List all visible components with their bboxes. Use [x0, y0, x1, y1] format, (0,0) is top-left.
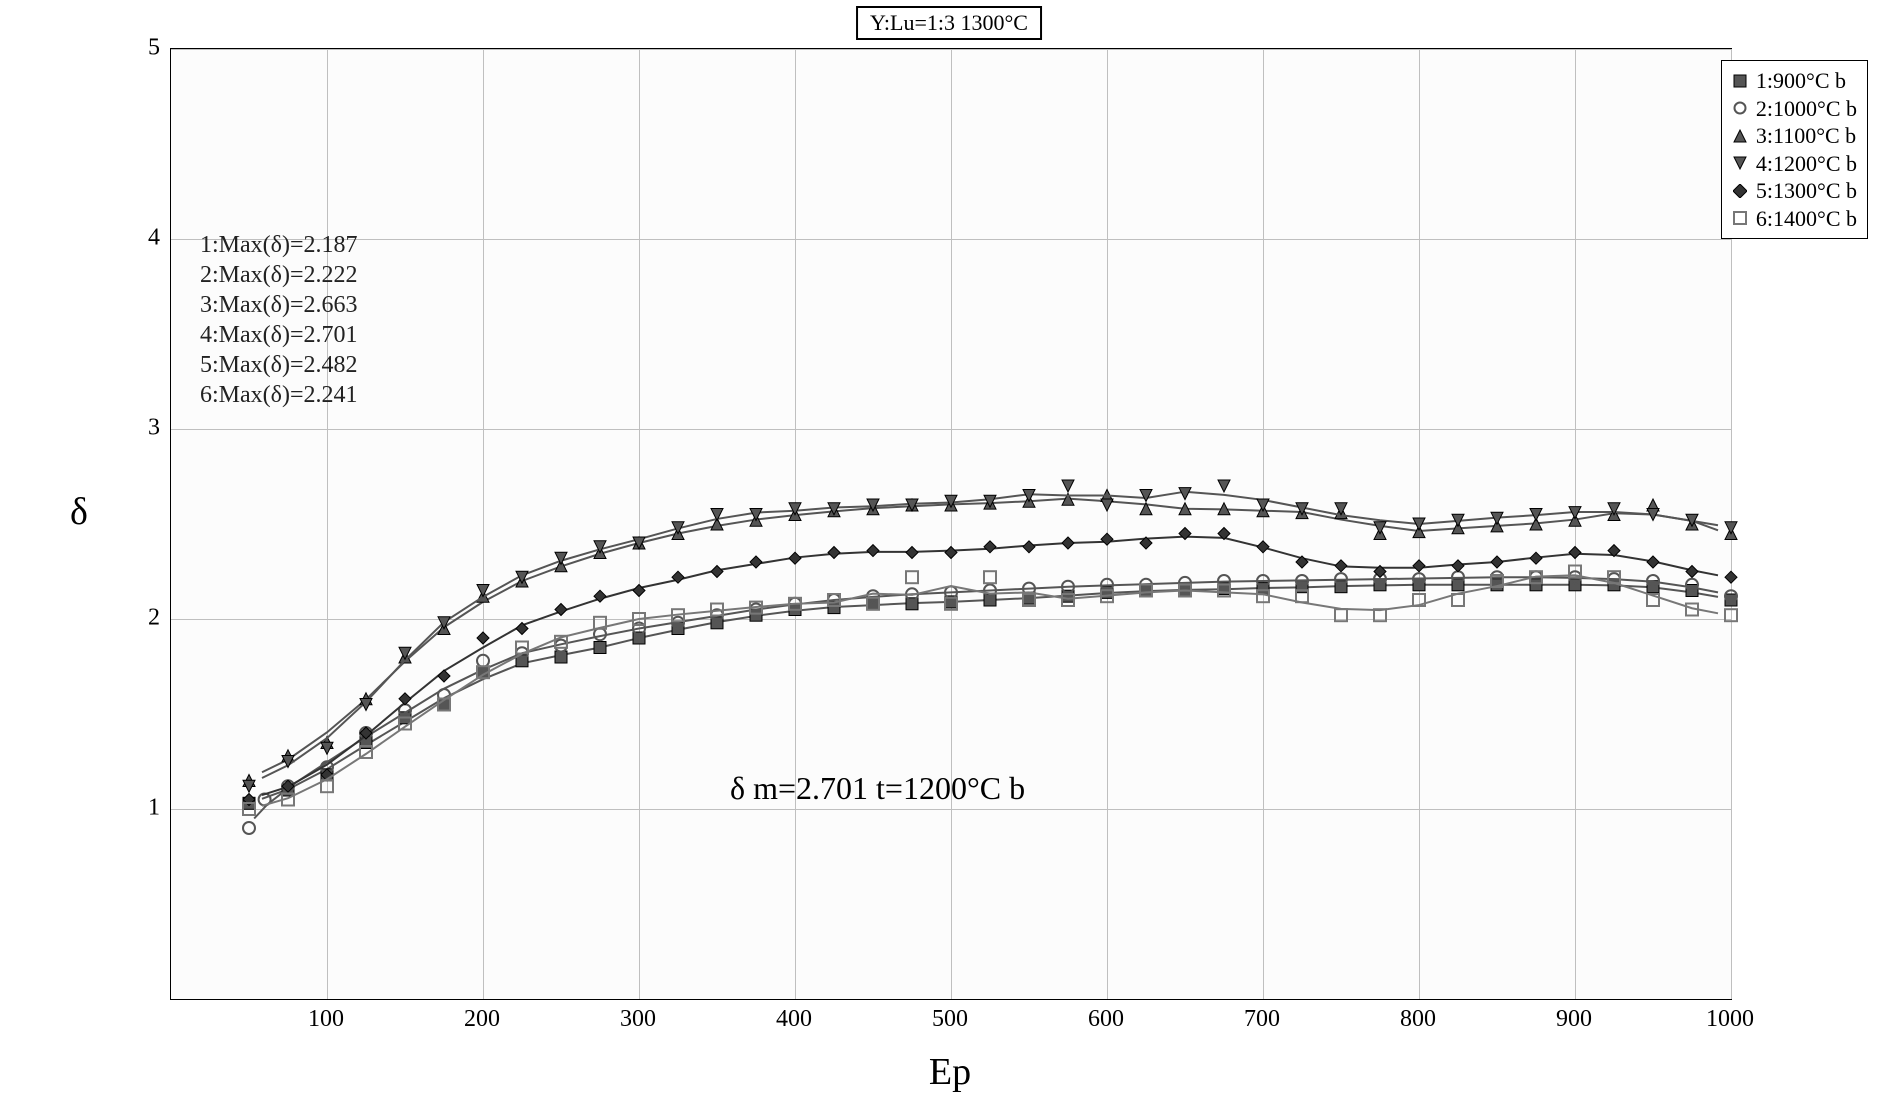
peak-annotation: δ m=2.701 t=1200°C b [730, 770, 1025, 807]
legend: 1:900°C b2:1000°C b3:1100°C b4:1200°C b5… [1721, 60, 1868, 239]
y-tick-label: 5 [110, 35, 160, 62]
data-point [1062, 537, 1074, 549]
legend-item: 1:900°C b [1732, 67, 1857, 95]
max-delta-line: 6:Max(δ)=2.241 [200, 380, 358, 410]
max-delta-line: 2:Max(δ)=2.222 [200, 260, 358, 290]
circle-open-icon [1732, 100, 1748, 116]
diamond-filled-icon [1732, 183, 1748, 199]
y-tick-label: 1 [110, 795, 160, 822]
x-tick-label: 300 [620, 1006, 656, 1033]
data-point [594, 642, 606, 654]
data-point [1257, 541, 1269, 553]
legend-label: 6:1400°C b [1756, 205, 1857, 233]
x-tick-label: 800 [1400, 1006, 1436, 1033]
data-point [1257, 499, 1269, 511]
data-point [594, 628, 606, 640]
data-point [1335, 609, 1347, 621]
series-line [262, 585, 1718, 799]
x-tick-label: 500 [932, 1006, 968, 1033]
data-point [984, 571, 996, 583]
data-point [438, 670, 450, 682]
max-delta-list: 1:Max(δ)=2.1872:Max(δ)=2.2223:Max(δ)=2.6… [200, 230, 358, 410]
square-filled-icon [1732, 73, 1748, 89]
legend-label: 3:1100°C b [1756, 122, 1856, 150]
x-tick-label: 200 [464, 1006, 500, 1033]
data-point [945, 547, 957, 559]
legend-item: 6:1400°C b [1732, 205, 1857, 233]
series-layer [171, 49, 1731, 999]
chart-container: Y:Lu=1:3 1300°C δ Ep 1:Max(δ)=2.1872:Max… [0, 0, 1898, 1110]
data-point [399, 693, 411, 705]
max-delta-line: 5:Max(δ)=2.482 [200, 350, 358, 380]
y-axis-label: δ [70, 490, 88, 534]
plot-area [170, 48, 1732, 1000]
data-point [789, 552, 801, 564]
data-point [1413, 560, 1425, 572]
data-point [1452, 560, 1464, 572]
chart-title-box: Y:Lu=1:3 1300°C [856, 6, 1042, 40]
data-point [1725, 571, 1737, 583]
data-point [1491, 556, 1503, 568]
data-point [789, 503, 801, 515]
data-point [711, 566, 723, 578]
data-point [1140, 490, 1152, 502]
x-tick-label: 600 [1088, 1006, 1124, 1033]
data-point [1647, 556, 1659, 568]
x-tick-label: 100 [308, 1006, 344, 1033]
data-point [984, 541, 996, 553]
data-point [1062, 480, 1074, 492]
square-open-icon [1732, 210, 1748, 226]
legend-label: 5:1300°C b [1756, 177, 1857, 205]
y-tick-label: 2 [110, 605, 160, 632]
data-point [1335, 560, 1347, 572]
y-tick-label: 4 [110, 225, 160, 252]
x-tick-label: 700 [1244, 1006, 1280, 1033]
data-point [828, 547, 840, 559]
legend-item: 2:1000°C b [1732, 95, 1857, 123]
x-tick-label: 1000 [1706, 1006, 1754, 1033]
data-point [1686, 566, 1698, 578]
data-point [477, 655, 489, 667]
y-tick-label: 3 [110, 415, 160, 442]
data-point [1101, 499, 1113, 511]
legend-item: 4:1200°C b [1732, 150, 1857, 178]
x-tick-label: 900 [1556, 1006, 1592, 1033]
data-point [1101, 533, 1113, 545]
data-point [867, 545, 879, 557]
legend-item: 5:1300°C b [1732, 177, 1857, 205]
data-point [906, 547, 918, 559]
data-point [1179, 488, 1191, 500]
data-point [1023, 541, 1035, 553]
data-point [1335, 503, 1347, 515]
max-delta-line: 4:Max(δ)=2.701 [200, 320, 358, 350]
data-point [1569, 547, 1581, 559]
triangle-up-icon [1732, 128, 1748, 144]
max-delta-line: 3:Max(δ)=2.663 [200, 290, 358, 320]
data-point [555, 651, 567, 663]
data-point [906, 571, 918, 583]
triangle-down-icon [1732, 155, 1748, 171]
data-point [243, 822, 255, 834]
data-point [1374, 522, 1386, 534]
chart-title-text: Y:Lu=1:3 1300°C [870, 10, 1028, 35]
data-point [750, 556, 762, 568]
x-axis-label: Ep [929, 1050, 971, 1094]
data-point [477, 632, 489, 644]
legend-label: 2:1000°C b [1756, 95, 1857, 123]
x-tick-label: 400 [776, 1006, 812, 1033]
data-point [1218, 480, 1230, 492]
data-point [1725, 522, 1737, 534]
legend-label: 1:900°C b [1756, 67, 1846, 95]
legend-label: 4:1200°C b [1756, 150, 1857, 178]
data-point [1530, 552, 1542, 564]
legend-item: 3:1100°C b [1732, 122, 1857, 150]
max-delta-line: 1:Max(δ)=2.187 [200, 230, 358, 260]
